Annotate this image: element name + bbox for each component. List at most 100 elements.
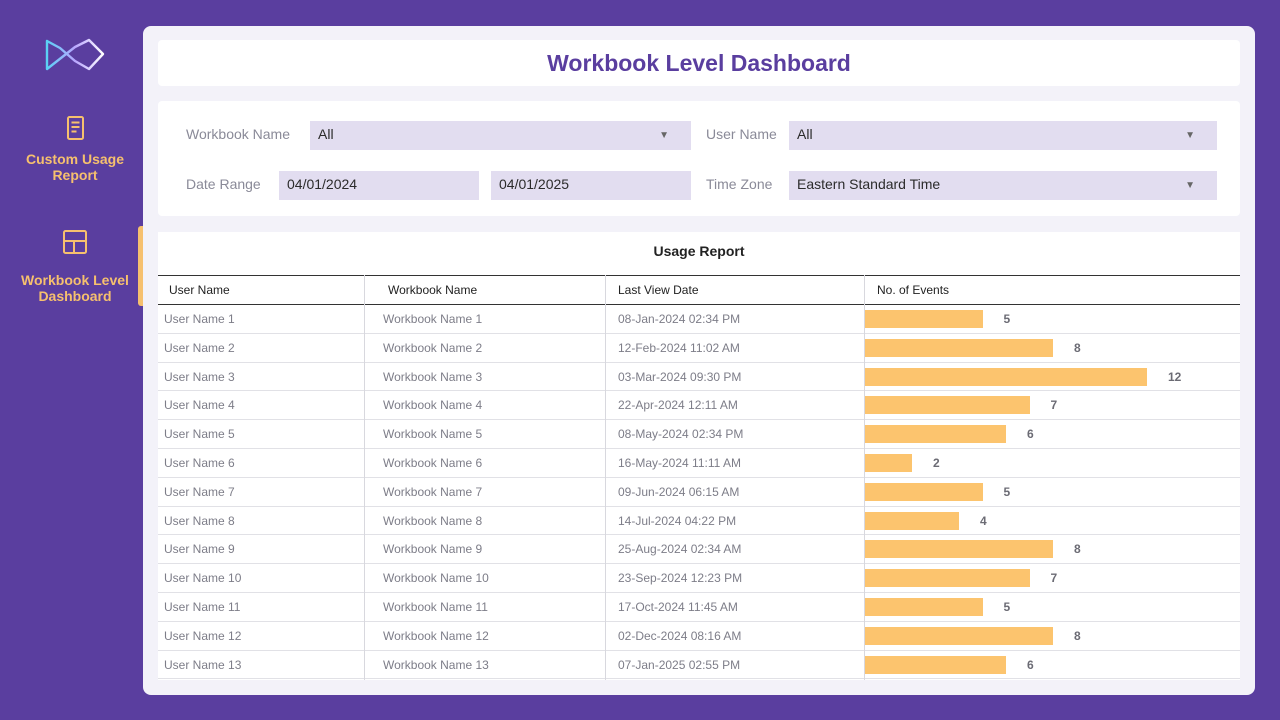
date-range-label: Date Range xyxy=(186,176,261,192)
time-zone-select[interactable]: Eastern Standard Time ▼ xyxy=(789,171,1217,200)
cell-user-name: User Name 7 xyxy=(164,484,235,499)
events-value: 6 xyxy=(1027,657,1034,672)
user-name-value: All xyxy=(797,126,813,142)
usage-report-table: Usage Report User Name Workbook Name Las… xyxy=(158,232,1240,680)
cell-workbook-name: Workbook Name 11 xyxy=(383,599,488,614)
events-value: 5 xyxy=(1003,599,1011,614)
table-row[interactable]: User Name 12 Workbook Name 12 02-Dec-2024 … xyxy=(158,622,1240,651)
user-name-select[interactable]: All ▼ xyxy=(789,121,1217,150)
events-value: 12 xyxy=(1168,369,1182,384)
cell-last-view-date: 22-Apr-2024 12:11 AM xyxy=(618,398,738,413)
cell-last-view-date: 12-Feb-2024 11:02 AM xyxy=(618,340,740,355)
cell-workbook-name: Workbook Name 12 xyxy=(383,628,489,643)
layout-icon xyxy=(63,230,87,254)
cell-user-name: User Name 10 xyxy=(164,571,242,586)
filter-panel: Workbook Name All ▼ User Name All ▼ Date… xyxy=(158,101,1240,216)
table-row[interactable]: User Name 1 Workbook Name 1 08-Jan-2024 02… xyxy=(158,305,1240,334)
main-panel: Workbook Level Dashboard Workbook Name A… xyxy=(143,26,1255,695)
table-row[interactable]: User Name 3 Workbook Name 3 03-Mar-2024 09… xyxy=(158,363,1240,392)
events-value: 7 xyxy=(1050,398,1058,413)
cell-last-view-date: 16-May-2024 11:11 AM xyxy=(618,455,741,470)
cell-user-name: User Name 9 xyxy=(164,542,235,557)
cell-workbook-name: Workbook Name 6 xyxy=(383,455,483,470)
chevron-down-icon: ▼ xyxy=(1185,130,1195,141)
sidebar-item-workbook-level-dashboard[interactable]: Workbook Level Dashboard xyxy=(10,228,140,304)
cell-workbook-name: Workbook Name 13 xyxy=(383,657,489,672)
events-bar xyxy=(865,626,1053,645)
events-value: 5 xyxy=(1003,312,1011,326)
cell-last-view-date: 08-Jan-2024 02:34 PM xyxy=(618,312,741,326)
table-row[interactable]: User Name 11 Workbook Name 11 17-Oct-2024 … xyxy=(158,593,1240,622)
table-row[interactable]: User Name 6 Workbook Name 6 16-May-2024 11… xyxy=(158,449,1240,478)
events-value: 2 xyxy=(933,455,940,470)
cell-last-view-date: 07-Jan-2025 02:55 PM xyxy=(618,657,741,672)
workbook-name-value: All xyxy=(318,126,334,142)
cell-user-name: User Name 3 xyxy=(164,369,235,384)
cell-workbook-name: Workbook Name 4 xyxy=(383,398,483,413)
table-row[interactable]: User Name 7 Workbook Name 7 09-Jun-2024 06… xyxy=(158,478,1240,507)
workbook-name-label: Workbook Name xyxy=(186,126,291,142)
column-divider xyxy=(864,275,865,680)
events-bar xyxy=(865,453,912,472)
events-value: 7 xyxy=(1050,571,1058,586)
events-bar xyxy=(865,482,983,501)
events-value: 8 xyxy=(1074,340,1081,355)
date-range-end-input[interactable]: 04/01/2025 xyxy=(491,171,691,200)
sidebar-item-custom-usage-report[interactable]: Custom Usage Report xyxy=(10,114,140,183)
events-bar xyxy=(865,396,1030,415)
events-bar xyxy=(865,425,1006,444)
chevron-down-icon: ▼ xyxy=(1185,180,1195,191)
cell-last-view-date: 02-Dec-2024 08:16 AM xyxy=(618,628,742,643)
events-value: 8 xyxy=(1074,628,1081,643)
user-name-label: User Name xyxy=(706,126,777,142)
events-value: 8 xyxy=(1074,542,1081,557)
column-header-user-name[interactable]: User Name xyxy=(169,283,230,297)
sidebar-item-label: Workbook Level Dashboard xyxy=(21,272,129,304)
cell-user-name: User Name 6 xyxy=(164,455,235,470)
table-row[interactable]: User Name 8 Workbook Name 8 14-Jul-2024 04… xyxy=(158,507,1240,536)
table-header: User Name Workbook Name Last View Date N… xyxy=(158,275,1240,305)
column-divider xyxy=(605,275,606,680)
title-card: Workbook Level Dashboard xyxy=(158,40,1240,86)
table-row[interactable]: User Name 2 Workbook Name 2 12-Feb-2024 11… xyxy=(158,334,1240,363)
table-row[interactable]: User Name 5 Workbook Name 5 08-May-2024 02… xyxy=(158,420,1240,449)
infinity-logo-icon xyxy=(45,38,105,71)
cell-last-view-date: 09-Jun-2024 06:15 AM xyxy=(618,484,740,499)
column-header-workbook-name[interactable]: Workbook Name xyxy=(388,283,478,297)
cell-workbook-name: Workbook Name 3 xyxy=(383,369,483,384)
table-row[interactable]: User Name 4 Workbook Name 4 22-Apr-2024 12… xyxy=(158,391,1240,421)
table-row[interactable]: User Name 9 Workbook Name 9 25-Aug-2024 02… xyxy=(158,535,1240,565)
page-title: Workbook Level Dashboard xyxy=(547,50,851,76)
cell-user-name: User Name 8 xyxy=(164,513,235,528)
events-value: 6 xyxy=(1027,427,1034,442)
sidebar: Custom Usage Report Workbook Level Dashb… xyxy=(0,0,144,720)
cell-user-name: User Name 4 xyxy=(164,398,235,413)
cell-user-name: User Name 1 xyxy=(164,312,235,326)
sidebar-item-label: Custom Usage Report xyxy=(25,151,125,183)
cell-workbook-name: Workbook Name 1 xyxy=(383,312,483,326)
cell-user-name: User Name 12 xyxy=(164,628,242,643)
table-row[interactable]: User Name 10 Workbook Name 10 23-Sep-2024 … xyxy=(158,564,1240,593)
cell-workbook-name: Workbook Name 10 xyxy=(383,571,489,586)
table-row[interactable]: User Name 13 Workbook Name 13 07-Jan-2025 … xyxy=(158,651,1240,680)
cell-workbook-name: Workbook Name 2 xyxy=(383,340,483,355)
time-zone-label: Time Zone xyxy=(706,176,773,192)
date-range-start-input[interactable]: 04/01/2024 xyxy=(279,171,479,200)
events-bar xyxy=(865,338,1053,357)
cell-workbook-name: Workbook Name 5 xyxy=(383,427,483,442)
cell-user-name: User Name 13 xyxy=(164,657,242,672)
events-bar xyxy=(865,310,983,328)
events-value: 4 xyxy=(980,513,987,528)
cell-last-view-date: 03-Mar-2024 09:30 PM xyxy=(618,369,742,384)
time-zone-value: Eastern Standard Time xyxy=(797,176,941,192)
events-bar xyxy=(865,540,1053,559)
cell-last-view-date: 25-Aug-2024 02:34 AM xyxy=(618,542,742,557)
events-bar xyxy=(865,597,983,616)
active-nav-indicator xyxy=(138,226,144,306)
column-header-last-view-date[interactable]: Last View Date xyxy=(618,283,699,297)
cell-last-view-date: 23-Sep-2024 12:23 PM xyxy=(618,571,743,586)
cell-workbook-name: Workbook Name 8 xyxy=(383,513,483,528)
cell-user-name: User Name 2 xyxy=(164,340,235,355)
column-header-events[interactable]: No. of Events xyxy=(877,283,950,297)
workbook-name-select[interactable]: All ▼ xyxy=(310,121,691,150)
